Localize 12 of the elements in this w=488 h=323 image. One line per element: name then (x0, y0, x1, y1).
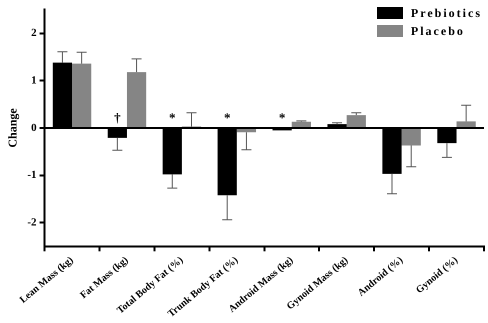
y-tick-label: -2 (27, 216, 38, 228)
y-tick-label: -1 (27, 169, 37, 182)
y-axis-title: Change (5, 108, 20, 148)
y-tick-label: 2 (31, 27, 38, 40)
data-label: † (114, 110, 122, 125)
y-tick-label: 1 (31, 74, 37, 86)
data-label: * (224, 110, 230, 125)
data-label: * (169, 110, 176, 125)
legend-label: Prebiotics (410, 6, 482, 20)
legend-label: Placebo (410, 24, 465, 38)
data-label: * (278, 110, 286, 125)
y-tick-label: 0 (31, 122, 38, 134)
